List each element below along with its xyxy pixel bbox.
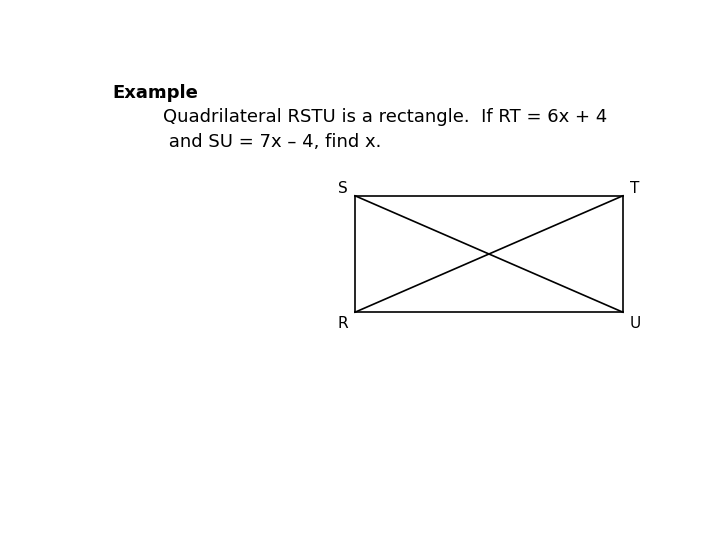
Text: R: R: [338, 316, 348, 332]
Text: S: S: [338, 181, 348, 196]
Text: T: T: [631, 181, 640, 196]
Text: U: U: [629, 316, 641, 332]
Text: :: :: [158, 84, 164, 102]
Text: and SU = 7x – 4, find x.: and SU = 7x – 4, find x.: [163, 133, 381, 151]
Text: Quadrilateral RSTU is a rectangle.  If RT = 6x + 4: Quadrilateral RSTU is a rectangle. If RT…: [163, 109, 607, 126]
Text: Example: Example: [112, 84, 198, 102]
